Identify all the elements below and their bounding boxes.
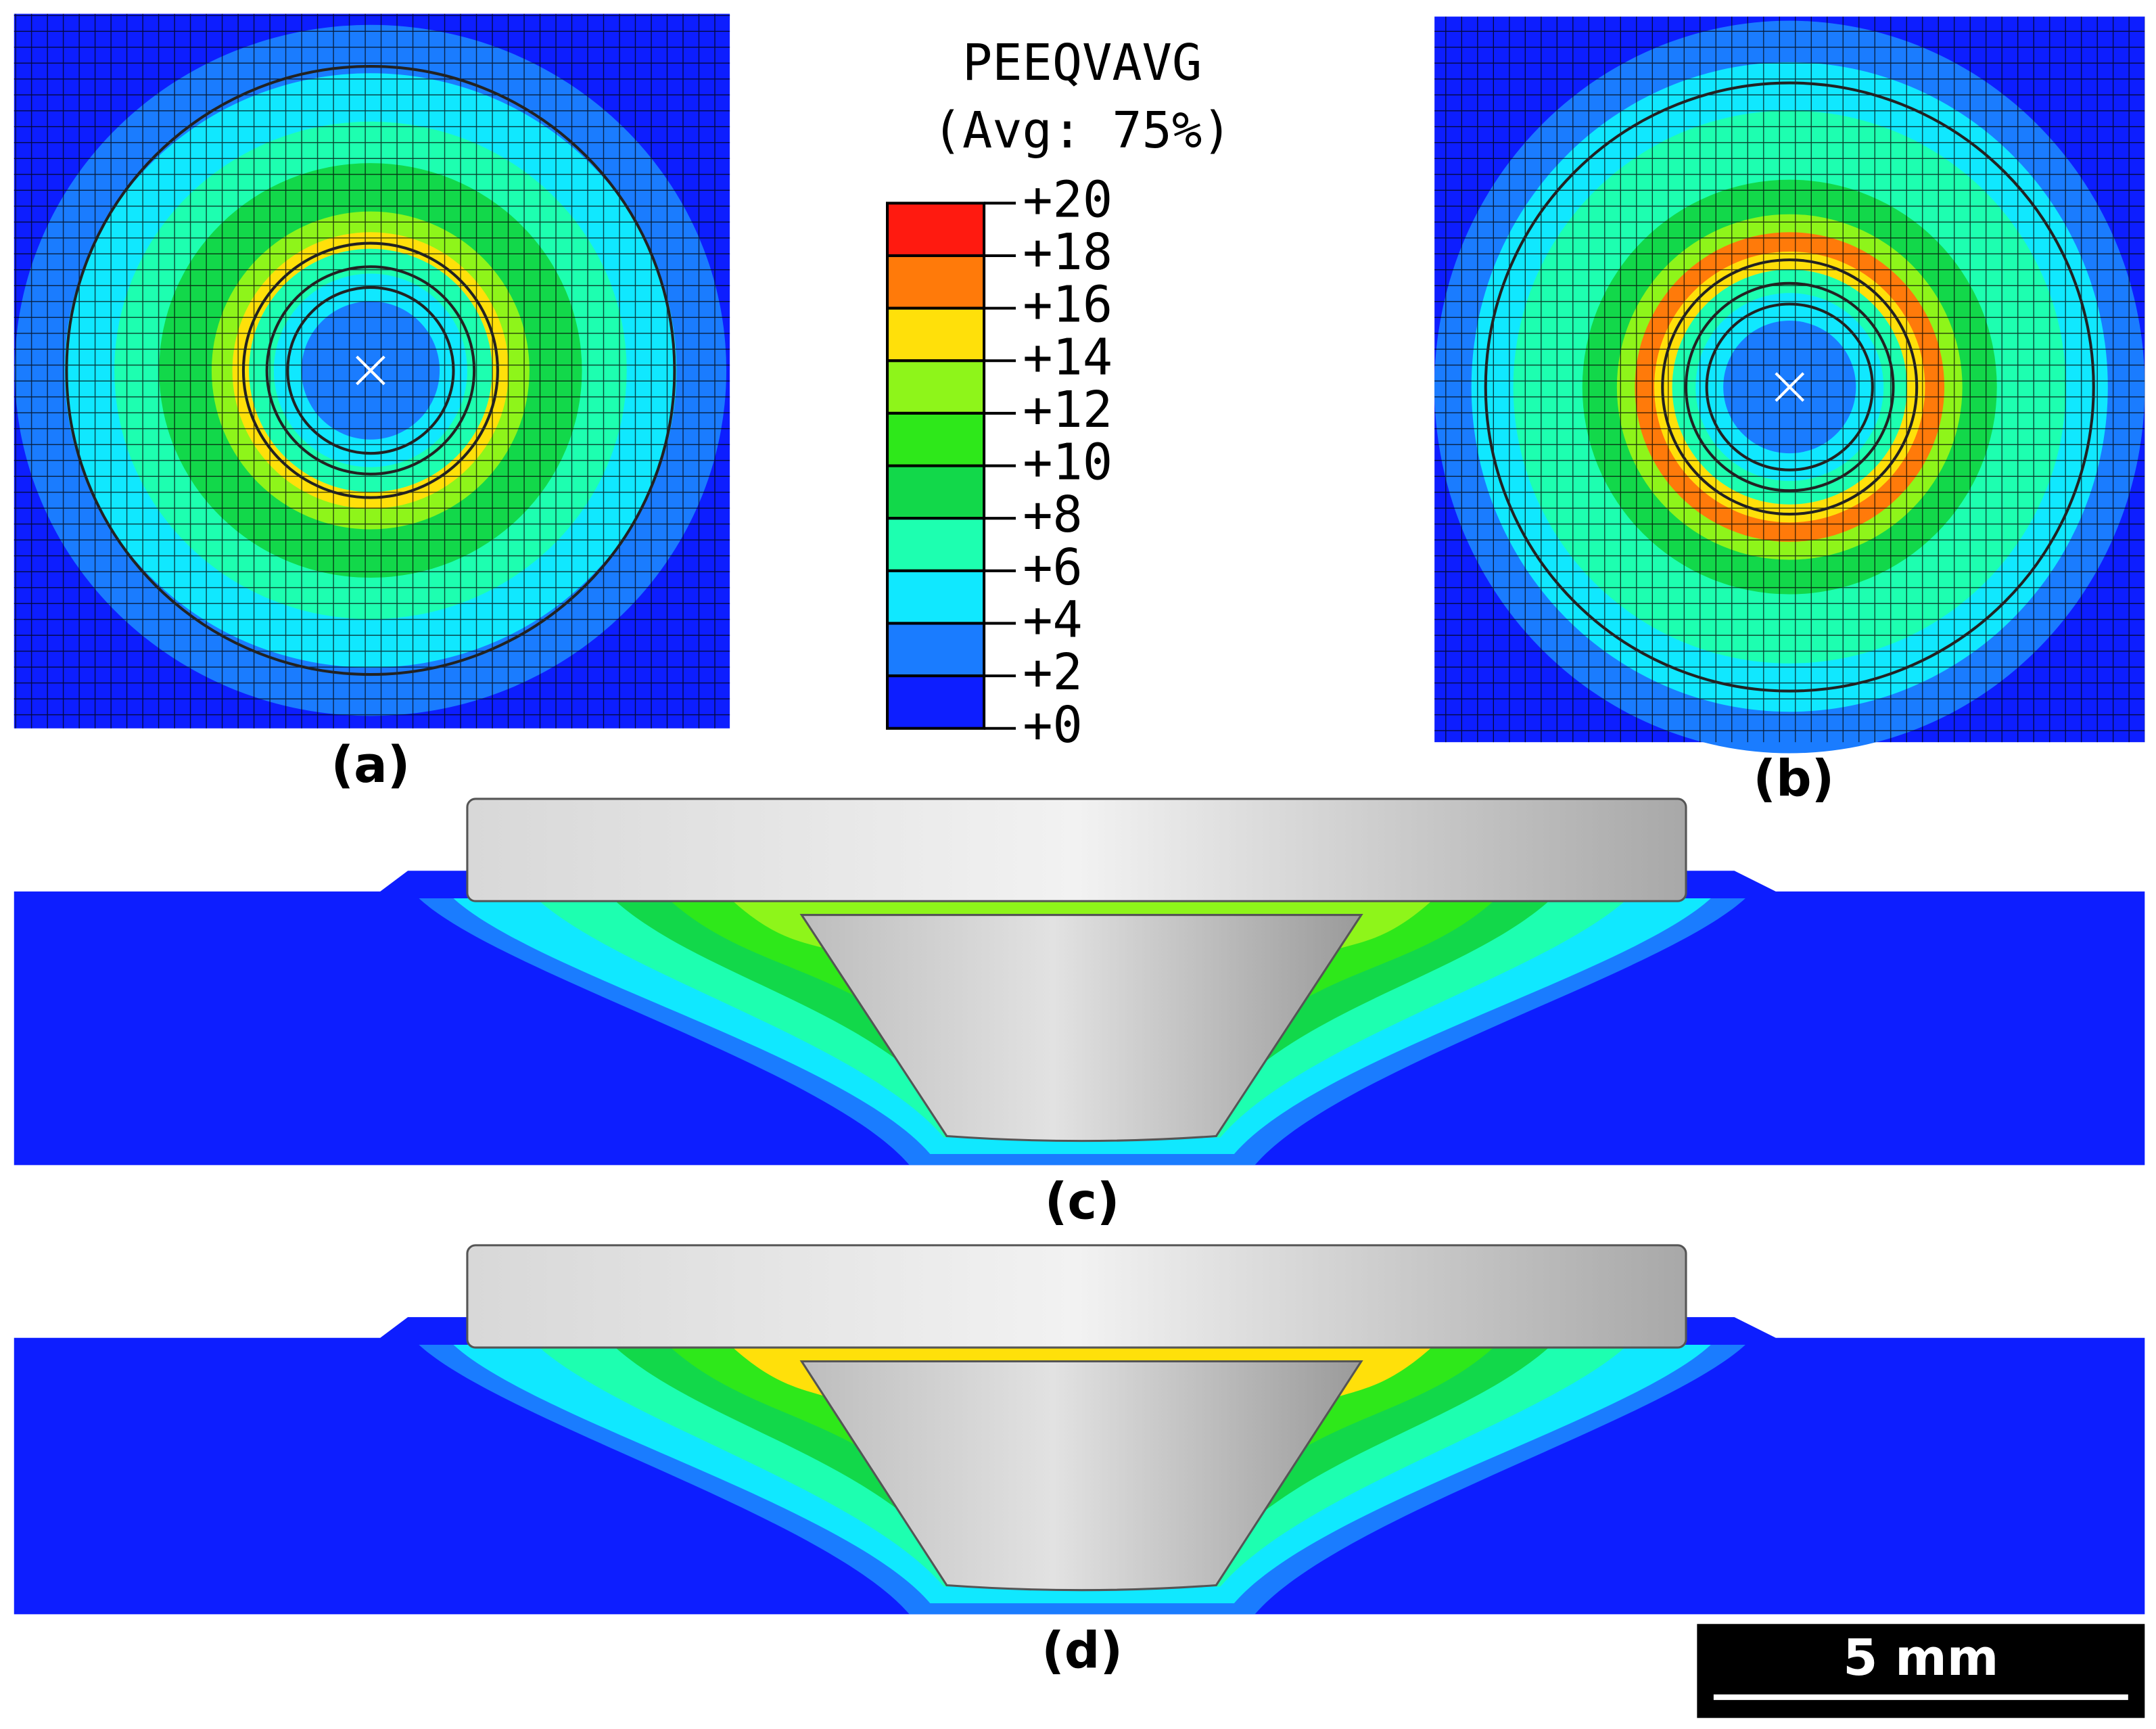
legend-label: +0 [1023,697,1083,754]
legend-label: +6 [1023,539,1083,597]
panel-c-section [14,798,2145,1166]
legend-label: +16 [1023,277,1112,334]
legend-swatch [886,202,986,258]
legend-swatch [886,411,986,467]
mesh [1434,16,2145,743]
outline [265,265,476,476]
legend-swatch [886,517,986,572]
panel-label: (a) [331,737,410,794]
legend-label: +10 [1023,434,1112,492]
outline [286,285,455,455]
outline [1661,258,1919,516]
outline [1684,281,1895,492]
outline [1484,81,2095,693]
legend-label: +20 [1023,171,1112,229]
center-mark [1775,372,1805,402]
legend-swatch [886,306,986,363]
outline [1705,302,1874,471]
legend-label: +8 [1023,486,1083,544]
legend-swatch [886,359,986,415]
scale-bar-box [1697,1623,2145,1718]
legend-swatch [886,254,986,310]
outline [65,65,676,676]
outline [241,241,499,499]
scale-bar-label: 5 mm [1843,1630,1998,1687]
center-mark [356,355,385,386]
legend-label: +12 [1023,382,1112,439]
legend-label: +14 [1023,329,1112,386]
legend-swatch [886,569,986,625]
legend-title: PEEQVAVG [962,34,1202,92]
panel-d-section [14,1244,2145,1615]
legend-label: +4 [1023,591,1083,649]
tool-cone [799,1360,1363,1592]
panel-a-contour [14,14,730,729]
legend: PEEQVAVG (Avg: 75%) +20+18+16+14+12+10+8… [886,34,1232,754]
legend-subtitle: (Avg: 75%) [933,102,1232,160]
tool-shoulder [466,1244,1687,1349]
panel-label: (c) [1045,1174,1120,1231]
legend-swatch [886,622,986,678]
panel-label: (b) [1753,750,1834,808]
legend-label: +18 [1023,224,1112,281]
legend-swatch [886,674,986,730]
legend-swatch [886,464,986,520]
tool-cone [799,914,1363,1143]
tool-shoulder [466,798,1687,902]
panel-b-contour [1434,16,2145,754]
legend-label: +2 [1023,644,1083,701]
panel-label: (d) [1041,1623,1123,1680]
